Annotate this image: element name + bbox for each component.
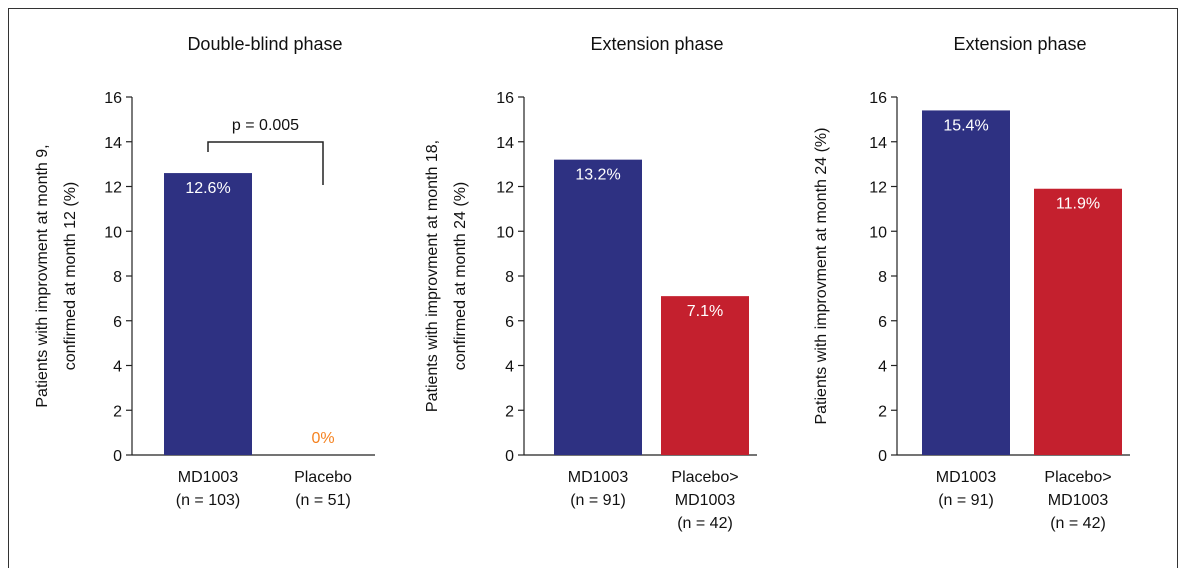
chart-title: Double-blind phase — [187, 34, 342, 54]
figure-frame — [8, 8, 1178, 568]
y-axis-label: Patients with improvment at month 24 (%) — [813, 127, 830, 424]
bar — [922, 110, 1010, 456]
y-tick-label: 14 — [496, 135, 514, 152]
x-category-label: MD1003 — [1048, 492, 1109, 509]
bar-value-label: 11.9% — [1056, 196, 1100, 213]
y-tick-label: 0 — [878, 448, 887, 465]
bar — [554, 159, 642, 455]
chart-panel-3: Extension phase 0 2 4 6 8 10 12 14 16 Patients wit… — [813, 34, 1130, 532]
bar-value-label: 7.1% — [687, 303, 723, 320]
y-tick-label: 12 — [496, 180, 514, 197]
chart-title: Extension phase — [953, 34, 1086, 54]
x-category-label: (n = 42) — [677, 515, 733, 532]
x-category-label: Placebo> — [1044, 469, 1111, 486]
bar-value-label: 12.6% — [185, 180, 230, 197]
y-tick-label: 14 — [104, 135, 122, 152]
x-category-label: MD1003 — [936, 469, 997, 486]
x-category-label: Placebo> — [671, 469, 738, 486]
chart-panel-1: Double-blind phase 0 2 4 6 8 10 12 14 16 Patients … — [34, 34, 375, 509]
bar-value-label: 13.2% — [575, 167, 620, 184]
x-category-label: (n = 91) — [938, 492, 994, 509]
y-axis-label: confirmed at month 24 (%) — [452, 182, 469, 371]
y-tick-label: 6 — [505, 314, 514, 331]
y-tick-label: 6 — [878, 314, 887, 331]
x-category-label: MD1003 — [675, 492, 736, 509]
y-tick-label: 16 — [104, 90, 122, 107]
x-category-label: MD1003 — [568, 469, 629, 486]
y-tick-label: 12 — [104, 180, 122, 197]
y-tick-label: 16 — [496, 90, 514, 107]
significance-bracket — [207, 141, 324, 185]
bar-value-label: 15.4% — [943, 117, 988, 134]
x-category-label: Placebo — [294, 469, 352, 486]
y-tick-label: 14 — [869, 135, 887, 152]
x-category-label: (n = 51) — [295, 492, 351, 509]
y-tick-label: 4 — [505, 359, 514, 376]
x-category-label: (n = 103) — [176, 492, 240, 509]
y-tick-label: 4 — [113, 359, 122, 376]
y-tick-label: 6 — [113, 314, 122, 331]
y-tick-label: 10 — [496, 224, 514, 241]
y-tick-label: 12 — [869, 180, 887, 197]
bar — [1034, 188, 1122, 456]
chart-panel-2: Extension phase 0 2 4 6 8 10 12 14 16 Patients wit… — [424, 34, 757, 532]
y-tick-label: 8 — [878, 269, 887, 286]
y-axis-label: confirmed at month 12 (%) — [62, 182, 79, 371]
y-tick-label: 2 — [878, 403, 887, 420]
y-tick-label: 0 — [505, 448, 514, 465]
y-axis-label: Patients with improvment at month 18, — [424, 140, 441, 412]
chart-title: Extension phase — [590, 34, 723, 54]
x-category-label: (n = 91) — [570, 492, 626, 509]
bar — [661, 296, 749, 455]
y-tick-label: 0 — [113, 448, 122, 465]
bar-value-label: 0% — [311, 430, 334, 447]
x-category-label: (n = 42) — [1050, 515, 1106, 532]
y-axis-label: Patients with improvment at month 9, — [34, 144, 51, 407]
y-tick-label: 8 — [113, 269, 122, 286]
x-category-label: MD1003 — [178, 469, 239, 486]
y-tick-label: 4 — [878, 359, 887, 376]
y-tick-label: 8 — [505, 269, 514, 286]
y-tick-label: 2 — [505, 403, 514, 420]
bar — [164, 173, 252, 455]
y-tick-label: 10 — [869, 224, 887, 241]
y-tick-label: 2 — [113, 403, 122, 420]
y-tick-label: 10 — [104, 224, 122, 241]
p-value-label: p = 0.005 — [232, 117, 299, 134]
y-tick-label: 16 — [869, 90, 887, 107]
